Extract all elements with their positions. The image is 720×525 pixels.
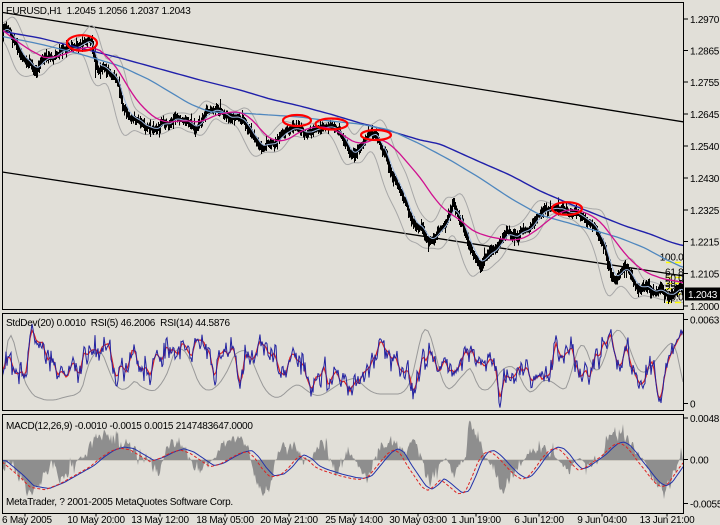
svg-text:9 Jun 04:00: 9 Jun 04:00 [577, 515, 627, 525]
svg-text:13 Jun 21:00: 13 Jun 21:00 [640, 515, 696, 525]
svg-text:38.2: 38.2 [665, 279, 684, 290]
svg-text:1 Jun 19:00: 1 Jun 19:00 [451, 515, 501, 525]
svg-text:30 May 03:00: 30 May 03:00 [389, 515, 447, 525]
svg-text:100.0: 100.0 [660, 253, 684, 264]
svg-text:MetaTrader, ? 2001-2005 MetaQu: MetaTrader, ? 2001-2005 MetaQuotes Softw… [6, 497, 233, 508]
svg-text:50.0: 50.0 [665, 273, 684, 284]
svg-text:0.0048: 0.0048 [690, 414, 720, 425]
svg-text:0.0063: 0.0063 [690, 316, 720, 327]
svg-text:1.2645: 1.2645 [690, 110, 720, 121]
svg-text:10 May 20:00: 10 May 20:00 [67, 515, 125, 525]
svg-text:0.0: 0.0 [670, 293, 684, 304]
svg-text:1.2755: 1.2755 [690, 78, 720, 89]
svg-text:1.2540: 1.2540 [690, 142, 720, 153]
svg-text:MACD(12,26,9) -0.0010 -0.0015: MACD(12,26,9) -0.0010 -0.0015 0.0015 214… [6, 421, 253, 432]
svg-text:1.2215: 1.2215 [690, 238, 720, 249]
svg-text:25 May 14:00: 25 May 14:00 [325, 515, 383, 525]
svg-text:6 May 2005: 6 May 2005 [2, 515, 52, 525]
svg-text:StdDev(20) 0.0010 RSI(5) 46.2: StdDev(20) 0.0010 RSI(5) 46.2006 RSI(14)… [6, 318, 230, 329]
svg-text:6 Jun 12:00: 6 Jun 12:00 [514, 515, 564, 525]
svg-text:1.2000: 1.2000 [690, 302, 720, 313]
svg-text:1.2865: 1.2865 [690, 47, 720, 58]
svg-text:61.8: 61.8 [665, 267, 684, 278]
svg-text:1.2430: 1.2430 [690, 174, 720, 185]
svg-text:20 May 21:00: 20 May 21:00 [260, 515, 318, 525]
svg-text:18 May 05:00: 18 May 05:00 [196, 515, 254, 525]
svg-text:1.2105: 1.2105 [690, 270, 720, 281]
svg-text:1.2970: 1.2970 [690, 15, 720, 26]
svg-text:1.2325: 1.2325 [690, 206, 720, 217]
svg-text:0.00: 0.00 [690, 456, 709, 467]
svg-text:EURUSD,H1 1.2045 1.2056 1.203: EURUSD,H1 1.2045 1.2056 1.2037 1.2043 [6, 6, 191, 17]
svg-text:-0.0055: -0.0055 [690, 500, 720, 511]
svg-text:13 May 12:00: 13 May 12:00 [131, 515, 189, 525]
svg-text:1.2043: 1.2043 [688, 290, 718, 301]
svg-text:0: 0 [690, 400, 696, 411]
